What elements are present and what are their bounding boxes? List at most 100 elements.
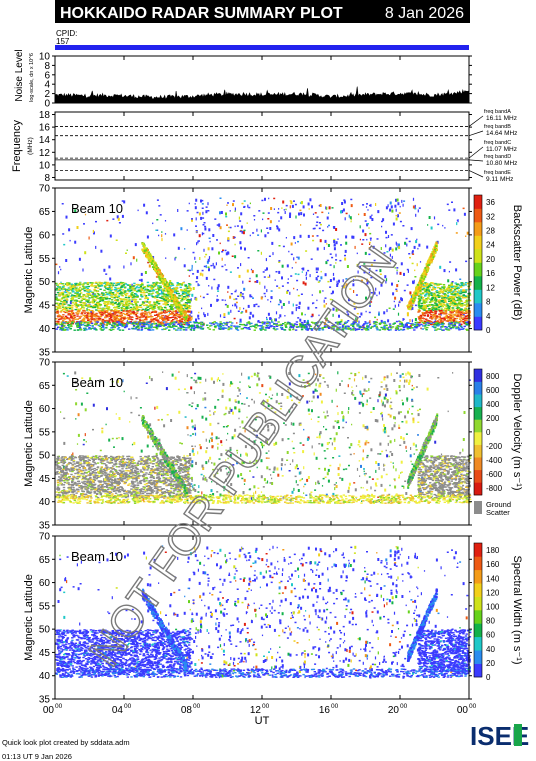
power-cell	[275, 324, 278, 326]
power-cell	[338, 321, 341, 325]
power-cell	[285, 204, 288, 207]
power-cell	[426, 270, 429, 273]
power-cell	[394, 296, 397, 300]
power-cell	[128, 321, 131, 323]
power-cell	[65, 301, 68, 303]
power-cell	[438, 283, 442, 285]
power-cell	[243, 287, 246, 291]
power-cell	[188, 285, 191, 287]
power-cell	[115, 288, 118, 290]
power-cell	[249, 234, 251, 237]
power-cell	[95, 309, 98, 311]
power-cell	[89, 290, 92, 292]
power-cell	[426, 264, 429, 267]
power-cell	[462, 297, 465, 299]
power-cell	[61, 291, 64, 294]
power-cell	[333, 226, 336, 229]
power-cell	[98, 309, 101, 312]
power-cell	[428, 291, 431, 293]
power-cell	[194, 203, 196, 205]
power-cell	[282, 303, 285, 306]
power-cell	[148, 301, 152, 303]
power-cell	[440, 323, 443, 326]
power-cell	[227, 251, 230, 255]
power-cell	[62, 314, 65, 316]
power-cell	[447, 288, 450, 290]
power-cell	[130, 293, 133, 295]
power-cell	[218, 251, 220, 255]
power-cell	[126, 304, 129, 307]
power-cell	[126, 322, 129, 325]
power-cell	[438, 301, 441, 303]
power-cell	[179, 327, 183, 330]
power-cell	[155, 267, 158, 270]
power-cell	[103, 296, 106, 299]
power-cell	[456, 315, 459, 317]
power-cell	[341, 329, 345, 331]
power-cell	[419, 315, 422, 318]
power-cell	[358, 320, 360, 324]
power-cell	[321, 211, 324, 214]
power-cell	[198, 322, 201, 324]
power-cell	[119, 291, 122, 293]
power-cell	[81, 324, 85, 326]
power-cell	[439, 265, 442, 269]
power-cell	[76, 315, 79, 317]
power-cell	[145, 322, 148, 325]
header-bar	[55, 0, 470, 23]
power-cell	[137, 209, 139, 212]
power-cell	[147, 305, 151, 307]
power-cell	[147, 285, 150, 288]
power-cell	[112, 293, 115, 296]
power-cell	[114, 315, 118, 318]
power-cell	[96, 307, 100, 310]
power-cell	[127, 290, 130, 293]
power-cell	[379, 269, 382, 273]
power-cell	[174, 314, 177, 317]
power-cell	[119, 298, 122, 300]
power-cell	[172, 315, 176, 317]
power-cell	[451, 319, 454, 322]
power-cell	[192, 273, 195, 275]
power-cell	[339, 326, 342, 328]
power-cell	[379, 273, 382, 275]
power-cell	[464, 290, 468, 292]
power-cell	[195, 297, 198, 301]
power-cell	[447, 298, 451, 300]
power-cell	[275, 325, 279, 327]
power-cell	[107, 301, 110, 303]
power-cell	[212, 323, 216, 325]
power-cell	[67, 296, 70, 298]
power-cell	[426, 326, 429, 329]
power-cell	[460, 284, 464, 286]
power-cell	[127, 307, 130, 309]
power-cell	[336, 280, 338, 284]
power-cell	[363, 213, 366, 216]
power-cell	[417, 316, 421, 318]
power-cell	[438, 303, 441, 305]
power-cell	[168, 305, 172, 308]
power-cell	[273, 326, 276, 328]
power-cell	[466, 309, 469, 311]
power-cell	[288, 300, 290, 304]
power-cell	[451, 314, 454, 316]
frequency-band-value: 11.07 MHz	[486, 146, 517, 153]
power-cell	[451, 285, 454, 288]
power-cell	[148, 255, 151, 258]
power-cell	[391, 248, 394, 252]
power-cell	[132, 324, 136, 327]
power-cell	[301, 271, 303, 273]
power-cell	[443, 289, 447, 291]
power-cell	[112, 328, 115, 331]
power-cell	[141, 312, 145, 314]
power-cell	[62, 287, 65, 289]
power-cell	[458, 302, 461, 304]
power-cell	[208, 285, 210, 287]
power-cell	[410, 227, 413, 231]
power-cell	[372, 245, 375, 249]
power-cell	[96, 287, 100, 289]
power-cell	[183, 289, 187, 292]
power-cell	[381, 328, 385, 330]
power-cell	[426, 304, 429, 306]
power-cell	[91, 314, 95, 317]
